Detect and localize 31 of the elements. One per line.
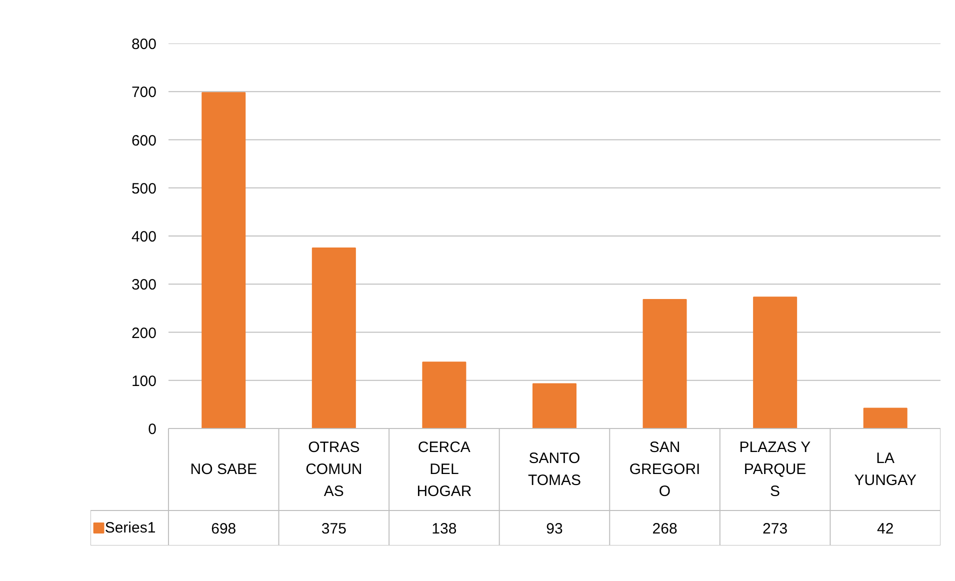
bar [753, 296, 798, 429]
data-label: 273 [762, 520, 788, 538]
x-tick-label: PLAZAS Y PARQUE S [739, 438, 811, 500]
y-tick-label: 200 [131, 324, 157, 342]
bar [422, 362, 466, 429]
x-tick-label: SANTO TOMAS [528, 450, 582, 490]
bar [532, 383, 576, 429]
data-label: 93 [546, 520, 563, 538]
y-tick-label: 0 [148, 421, 156, 438]
bar [202, 92, 246, 429]
x-tick-label: OTRAS COMUN AS [306, 438, 362, 500]
x-tick-label: NO SABE [190, 461, 257, 478]
bar [863, 408, 908, 429]
y-tick-label: 600 [131, 132, 157, 150]
x-tick-label: LA YUNGAY [854, 450, 916, 490]
y-tick-label: 500 [131, 180, 157, 198]
bar [312, 248, 356, 429]
legend-label: Series1 [104, 520, 156, 536]
y-tick-label: 700 [131, 84, 157, 102]
x-tick-label: CERCA DEL HOGAR [416, 438, 472, 500]
y-tick-label: 400 [131, 228, 157, 246]
data-label: 698 [211, 520, 236, 538]
x-tick-label: SAN GREGORI O [629, 438, 700, 500]
bar [642, 299, 687, 429]
y-tick-label: 300 [131, 276, 157, 294]
data-label: 268 [652, 520, 678, 538]
data-label: 138 [432, 520, 457, 538]
data-label: 375 [321, 520, 346, 538]
y-tick-label: 800 [131, 36, 157, 53]
data-label: 42 [877, 520, 894, 538]
y-tick-label: 100 [131, 372, 157, 390]
